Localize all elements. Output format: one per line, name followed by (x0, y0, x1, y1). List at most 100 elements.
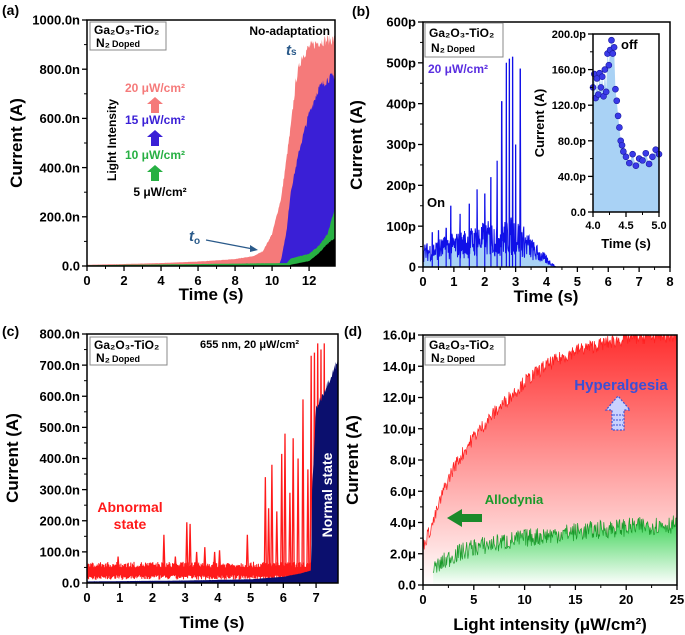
b-inset-point (613, 97, 621, 105)
b-inset-xtick-label: 5.0 (651, 220, 666, 232)
c-abnormal-peak (212, 551, 217, 571)
c-abnormal-peak (301, 399, 305, 571)
panel-label-b: (b) (352, 3, 370, 19)
svg-text:Ga₂O₃-TiO₂: Ga₂O₃-TiO₂ (94, 338, 159, 352)
a-to-arrow-icon (205, 239, 258, 252)
a-xtick-label: 2 (120, 273, 127, 288)
a-to-label: to (189, 228, 200, 247)
b-inset-point (620, 148, 627, 155)
d-xtick-label: 20 (619, 592, 633, 607)
b-inset-point (649, 153, 656, 161)
c-xtick-label: 0 (83, 590, 90, 605)
b-xtick-label: 6 (605, 274, 612, 289)
a-xtick-label: 8 (231, 273, 238, 288)
a-xtick-label: 10 (265, 273, 279, 288)
d-ytick-label: 8.0μ (390, 453, 416, 468)
sample-legend-d: Ga₂O₃-TiO₂ N₂ Doped (424, 336, 506, 366)
c-xtick-label: 1 (116, 590, 123, 605)
c-xtick-label: 7 (312, 590, 319, 605)
c-ytick-label: 100.0n (40, 545, 81, 560)
b-inset-ytick-label: 40.0p (558, 171, 586, 183)
d-ytick-label: 14.0μ (383, 359, 416, 374)
b-inset-point (601, 66, 609, 73)
b-xtick-label: 0 (419, 274, 426, 289)
c-abnormal-line (87, 561, 312, 580)
a-xtick-label: 0 (83, 273, 90, 288)
c-abnormal-peak (263, 477, 267, 571)
b-ytick-label: 200p (386, 178, 416, 193)
sample-legend-b: Ga₂O₃-TiO₂ N₂ Doped (424, 22, 504, 58)
a-arrow-up-blue-icon (147, 130, 163, 146)
c-abnormal-peak (280, 453, 284, 571)
a-ylabel: Current (A) (7, 98, 26, 188)
c-ytick-label: 600.0n (40, 389, 81, 404)
a-series-group (87, 34, 335, 266)
c-abnormal-peak (188, 523, 192, 571)
d-xlabel: Light intensity (μW/cm²) (453, 615, 647, 634)
c-abnormal-peak (217, 550, 222, 571)
c-abnormal-peak (116, 556, 120, 571)
c-xtick-label: 2 (149, 590, 156, 605)
b-series-group (423, 56, 556, 267)
b-ytick-label: 500p (386, 56, 416, 71)
c-xtick-label: 6 (280, 590, 287, 605)
c-abnormal-peak (270, 464, 274, 571)
panel-label-a: (a) (2, 2, 19, 18)
c-abnormal-peak (288, 492, 292, 571)
c-series-group (87, 343, 338, 583)
panel-label-c: (c) (2, 323, 19, 339)
b-inset-point (605, 61, 613, 69)
svg-text:Ga₂O₃-TiO₂: Ga₂O₃-TiO₂ (429, 338, 494, 352)
b-inset-fill (593, 40, 659, 213)
c-ytick-label: 0.0 (62, 576, 80, 591)
b-inset-ylabel: Current (A) (532, 89, 547, 158)
b-off-label: off (621, 37, 638, 52)
b-inset-point (610, 44, 618, 51)
c-normal-state-label: Normal state (319, 452, 335, 537)
a-series-area-3 (87, 238, 335, 266)
b-inset-point (608, 36, 615, 44)
a-arrow-up-green-icon (147, 165, 163, 181)
d-ytick-label: 2.0μ (390, 546, 416, 561)
a-title-no-adaptation: No-adaptation (249, 24, 330, 38)
b-ytick-label: 400p (386, 96, 416, 111)
b-ylabel: Current (A) (347, 100, 366, 190)
a-ytick-label: 1000.0n (32, 13, 80, 28)
a-ts-label: ts (286, 42, 297, 59)
a-series-area-1 (87, 72, 335, 266)
c-xtick-label: 5 (247, 590, 254, 605)
c-abnormal-peak (245, 534, 249, 571)
a-legend-15: 15 μW/cm² (125, 113, 185, 127)
d-xtick-label: 0 (419, 592, 426, 607)
c-ytick-label: 700.0n (40, 358, 81, 373)
d-ytick-label: 16.0μ (383, 328, 416, 343)
c-xlabel: Time (s) (180, 613, 245, 632)
d-area-hyperalgesia (423, 335, 677, 585)
b-inset-point (597, 84, 605, 91)
b-xtick-label: 2 (481, 274, 488, 289)
b-on-label: On (427, 195, 445, 210)
d-area-allodynia (433, 515, 677, 585)
a-ytick-label: 400.0n (40, 160, 81, 175)
c-ytick-label: 300.0n (40, 482, 81, 497)
b-inset-point (639, 157, 646, 164)
b-inset-xtick-label: 4.0 (585, 220, 600, 232)
b-ytick-label: 600p (386, 15, 416, 30)
c-ylabel: Current (A) (3, 413, 22, 503)
b-inset-point (622, 153, 630, 161)
b-ytick-label: 300p (386, 137, 416, 152)
b-inset-point (645, 160, 653, 168)
a-xtick-label: 6 (194, 273, 201, 288)
d-xtick-label: 15 (568, 592, 582, 607)
a-xtick-label: 12 (302, 273, 316, 288)
b-signal-line (423, 56, 556, 267)
d-hyperalgesia-label: Hyperalgesia (574, 377, 668, 394)
d-line-hyperalgesia (423, 335, 677, 553)
d-ytick-label: 0.0 (398, 578, 416, 593)
b-inset-ytick-label: 120.0p (552, 100, 587, 112)
b-xtick-label: 4 (543, 274, 551, 289)
a-legend-20: 20 μW/cm² (125, 81, 185, 95)
